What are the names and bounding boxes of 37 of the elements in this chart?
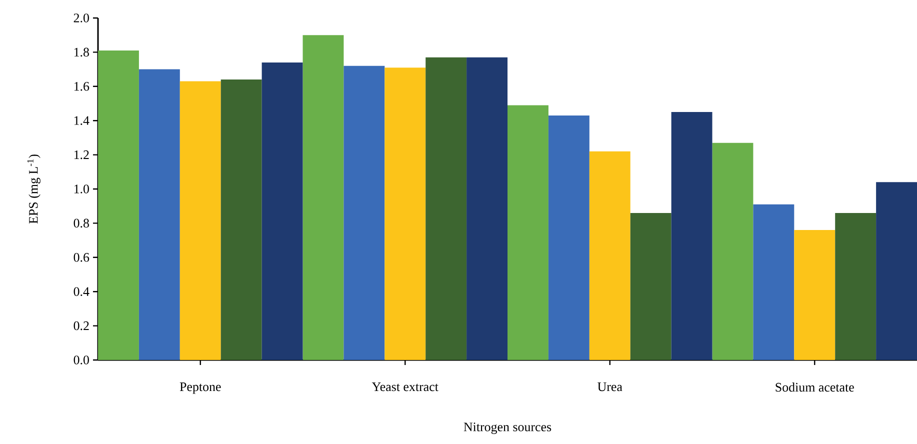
y-tick-label: 0.4 xyxy=(74,287,90,296)
bar xyxy=(138,69,180,360)
y-tick-label: 1.6 xyxy=(74,82,90,91)
bar xyxy=(835,212,876,360)
bar xyxy=(630,212,672,360)
bar xyxy=(344,66,385,360)
bar xyxy=(712,142,754,360)
bar xyxy=(384,68,426,360)
bar xyxy=(302,35,344,360)
y-tick-label: 0.8 xyxy=(74,218,89,228)
bar xyxy=(753,204,794,360)
y-tick-label: 0.2 xyxy=(74,321,89,330)
x-tick-label: Peptone xyxy=(180,382,221,394)
bar xyxy=(426,57,467,360)
y-tick-label: 1.2 xyxy=(74,150,89,160)
bar xyxy=(876,182,917,360)
x-tick-label: Sodium acetate xyxy=(776,382,854,392)
y-tick-label: 0.6 xyxy=(74,253,90,262)
y-tick-label: 1.4 xyxy=(74,116,90,125)
y-tick-label: 0.0 xyxy=(74,356,89,364)
bar xyxy=(794,230,836,360)
bar xyxy=(98,50,139,360)
bar xyxy=(508,105,548,360)
bar xyxy=(220,80,262,360)
x-tick-label: Yeast extract xyxy=(372,382,438,392)
bar xyxy=(180,81,221,360)
y-tick-label: 1.0 xyxy=(74,184,89,194)
bar xyxy=(671,112,712,360)
y-tick-label: 2.0 xyxy=(74,14,89,22)
y-tick-label: 1.8 xyxy=(74,48,89,57)
x-tick-label: Urea xyxy=(598,382,622,392)
y-axis-title: EPS (mg L$^{-1}$) xyxy=(27,154,40,224)
x-axis-title: Nitrogen sources xyxy=(464,422,552,434)
bar xyxy=(466,57,508,360)
bar xyxy=(548,115,590,360)
bar xyxy=(589,151,630,360)
bar xyxy=(262,62,303,360)
